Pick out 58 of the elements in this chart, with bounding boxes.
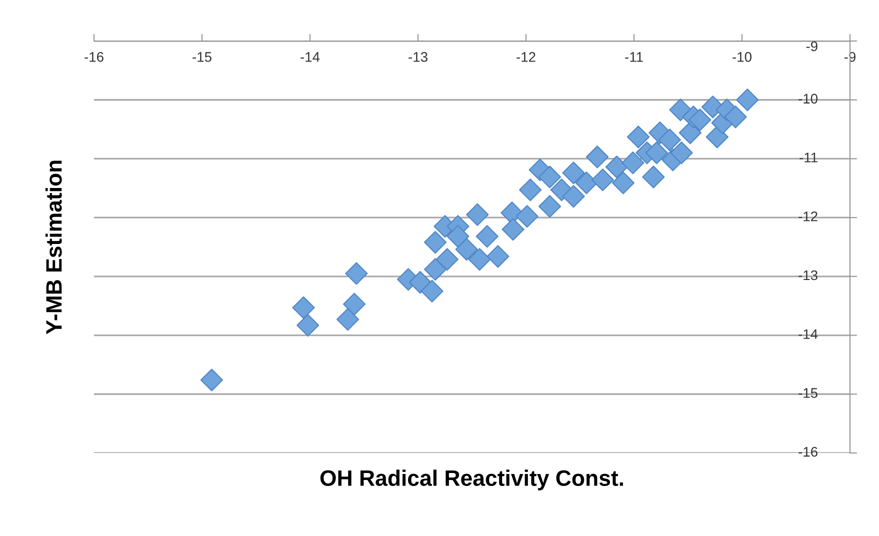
point [292, 296, 315, 319]
point [502, 218, 524, 241]
point [424, 258, 447, 281]
y-axis-title: Y-MB Estimation [46, 160, 62, 334]
y-tick-label: -16 [798, 446, 818, 457]
point [296, 314, 320, 337]
x-tick-label: -14 [300, 52, 320, 62]
y-tick-label: -15 [798, 388, 818, 398]
point [446, 225, 470, 248]
point [336, 308, 360, 331]
point [455, 238, 478, 261]
point [658, 128, 681, 152]
point [678, 122, 702, 144]
point [670, 142, 693, 164]
point [612, 172, 635, 194]
point [420, 280, 444, 302]
point [516, 205, 538, 228]
point [436, 248, 458, 271]
x-tick-label: -16 [84, 52, 104, 62]
x-tick-label: -10 [732, 52, 752, 62]
point [688, 108, 712, 132]
point [486, 245, 510, 268]
point [408, 271, 432, 294]
point [424, 230, 447, 254]
point [476, 225, 498, 248]
x-tick-label: -13 [408, 52, 428, 62]
x-axis-title: OH Radical Reactivity Const. [320, 470, 623, 490]
y-tick-label: -11 [800, 152, 818, 162]
point [586, 146, 609, 168]
point [342, 292, 366, 316]
point [466, 203, 489, 226]
point [669, 98, 692, 122]
point [519, 178, 542, 202]
point [591, 168, 614, 192]
point [706, 126, 728, 148]
point [642, 166, 665, 188]
point [605, 156, 628, 178]
x-tick-label: -11 [625, 52, 643, 62]
point [200, 368, 224, 392]
point [645, 142, 668, 164]
point [538, 195, 562, 218]
point [736, 88, 759, 112]
point [622, 152, 644, 174]
y-tick-label: -10 [798, 94, 818, 104]
y-tick-label: -14 [798, 329, 818, 339]
point [468, 248, 491, 271]
y-tick-label: -9 [806, 41, 818, 52]
point [724, 106, 747, 128]
x-tick-label: -12 [516, 52, 536, 62]
x-tick-label: -15 [192, 52, 212, 62]
point [562, 185, 585, 208]
y-tick-label: -12 [798, 211, 818, 222]
point [538, 166, 562, 188]
point [575, 172, 598, 194]
point [345, 262, 368, 285]
point [627, 126, 650, 148]
point [562, 162, 585, 184]
y-tick-label: -13 [798, 270, 818, 280]
